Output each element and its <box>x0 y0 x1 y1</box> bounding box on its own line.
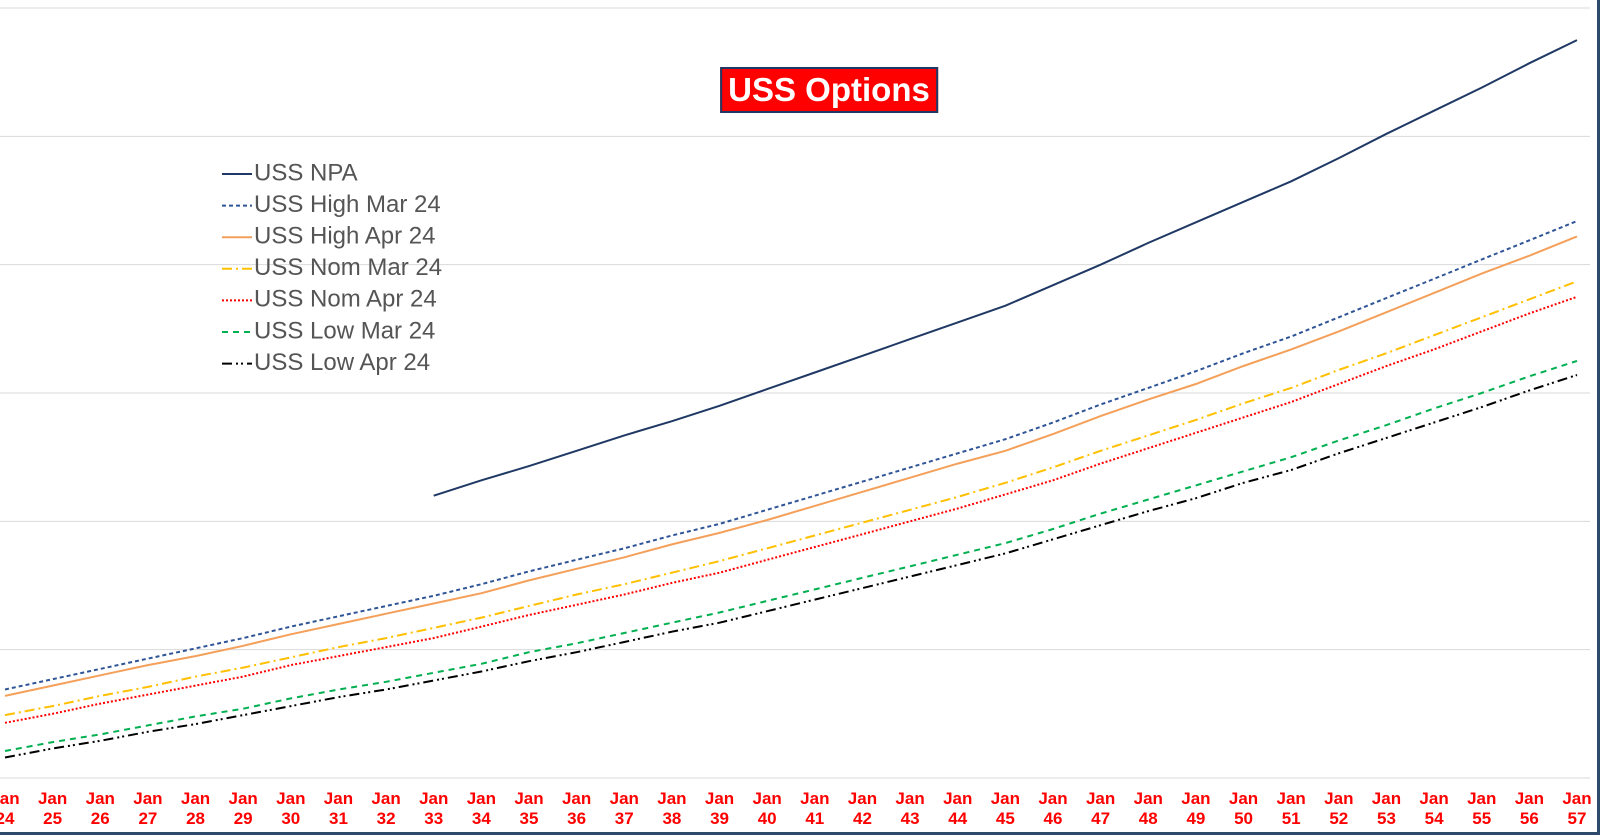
x-tick-label: Jan 35 <box>514 789 544 828</box>
x-tick-label: Jan 56 <box>1514 789 1544 828</box>
x-tick-label: Jan 36 <box>561 789 592 828</box>
series-line <box>433 39 1578 497</box>
x-tick-label: Jan 38 <box>657 789 687 828</box>
series-line <box>4 220 1578 691</box>
x-tick-label: Jan 33 <box>419 789 449 828</box>
x-tick-label: Jan 31 <box>323 789 354 828</box>
x-tick-label: Jan 47 <box>1085 789 1116 828</box>
x-tick-label: Jan 48 <box>1133 789 1163 828</box>
x-tick-label: Jan 34 <box>466 789 496 828</box>
x-tick-label: Jan 39 <box>704 789 735 828</box>
x-tick-label: Jan 45 <box>990 789 1020 828</box>
frame-right <box>1597 0 1600 835</box>
legend-label: USS Low Mar 24 <box>254 317 435 344</box>
legend-label: USS Low Apr 24 <box>254 349 430 376</box>
x-tick-label: Jan 29 <box>228 789 258 828</box>
x-tick-label: Jan 32 <box>371 789 401 828</box>
x-tick-label: Jan 26 <box>85 789 115 828</box>
x-tick-label: Jan 44 <box>943 789 973 828</box>
series-line <box>4 280 1578 717</box>
legend-label: USS Nom Mar 24 <box>254 254 442 281</box>
x-tick-label: Jan 28 <box>180 789 211 828</box>
x-tick-label: Jan 46 <box>1038 789 1068 828</box>
x-tick-label: Jan 51 <box>1276 789 1306 828</box>
legend-label: USS Nom Apr 24 <box>254 286 437 313</box>
x-tick-label: Jan 49 <box>1181 789 1211 828</box>
x-tick-label: Jan 40 <box>752 789 782 828</box>
x-tick-label: Jan 30 <box>276 789 306 828</box>
legend-label: USS High Apr 24 <box>254 223 435 250</box>
x-tick-label: Jan 52 <box>1324 789 1354 828</box>
series-line <box>4 374 1578 759</box>
x-tick-label: Jan 50 <box>1228 789 1259 828</box>
legend-label: USS NPA <box>254 159 358 186</box>
series-line <box>4 359 1578 752</box>
x-tick-label: Jan 57 <box>1562 789 1592 828</box>
series-line <box>4 235 1578 697</box>
x-tick-label: Jan 53 <box>1371 789 1402 828</box>
series-line <box>4 295 1578 724</box>
x-tick-label: Jan 24 <box>0 789 20 828</box>
x-tick-label: Jan 37 <box>609 789 639 828</box>
chart-title: USS Options <box>720 67 938 113</box>
x-tick-label: Jan 54 <box>1419 789 1449 828</box>
x-tick-label: Jan 25 <box>37 789 68 828</box>
frame-bottom <box>0 832 1600 835</box>
legend-label: USS High Mar 24 <box>254 191 441 218</box>
x-tick-label: Jan 27 <box>133 789 163 828</box>
x-tick-label: Jan 42 <box>847 789 878 828</box>
x-tick-label: Jan 43 <box>895 789 925 828</box>
x-tick-label: Jan 41 <box>800 789 830 828</box>
x-tick-label: Jan 55 <box>1467 789 1497 828</box>
